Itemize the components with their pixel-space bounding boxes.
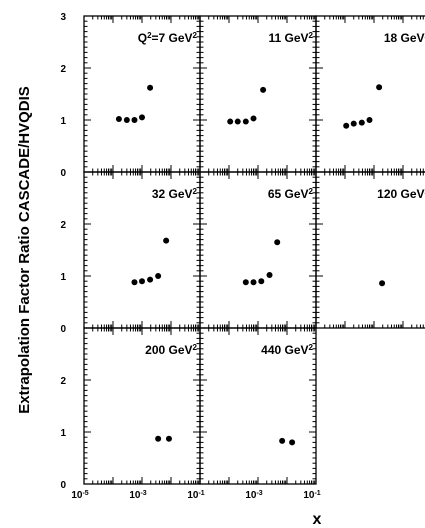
x-tick-label: 10-1 bbox=[187, 490, 204, 502]
x-tick-label: 10-3 bbox=[245, 490, 262, 502]
data-point bbox=[289, 439, 296, 446]
y-tick-label: 0 bbox=[60, 168, 66, 179]
data-point bbox=[227, 118, 234, 125]
data-point bbox=[242, 279, 249, 286]
data-point bbox=[123, 117, 130, 123]
data-point bbox=[147, 84, 154, 91]
y-tick-label: 0 bbox=[60, 324, 66, 335]
data-point bbox=[250, 115, 257, 122]
data-point bbox=[260, 86, 267, 93]
data-point bbox=[131, 279, 138, 286]
x-axis-label: x bbox=[313, 511, 322, 528]
data-point bbox=[147, 276, 154, 283]
panel-label: 200 GeV2 bbox=[145, 343, 197, 358]
data-point bbox=[155, 273, 162, 279]
y-tick-label: 2 bbox=[60, 220, 66, 231]
panel-label: 120 GeV2 bbox=[377, 187, 425, 202]
data-point bbox=[379, 280, 386, 287]
y-tick-label: 3 bbox=[60, 12, 66, 23]
data-point bbox=[376, 84, 383, 91]
x-tick-label: 10-1 bbox=[303, 490, 320, 502]
data-point bbox=[279, 437, 286, 444]
panel-frames bbox=[83, 15, 425, 485]
axis-ticks bbox=[83, 15, 424, 485]
data-point bbox=[155, 435, 162, 442]
y-tick-label: 2 bbox=[60, 64, 66, 75]
data-point bbox=[139, 278, 145, 285]
panel-label: 18 GeV2 bbox=[384, 31, 425, 46]
panel-label: Q2=7 GeV2 bbox=[138, 31, 198, 46]
y-tick-label: 1 bbox=[60, 428, 66, 439]
data-point bbox=[242, 118, 249, 125]
data-point bbox=[343, 122, 350, 129]
panel-label: 11 GeV2 bbox=[269, 31, 314, 46]
data-point bbox=[358, 119, 365, 126]
data-point bbox=[250, 279, 257, 286]
panel-label: 32 GeV2 bbox=[152, 187, 198, 202]
panel-label: 65 GeV2 bbox=[268, 187, 314, 202]
data-point bbox=[115, 115, 122, 122]
data-point bbox=[266, 271, 273, 278]
panel-labels: Q2=7 GeV2 11 GeV2 18 GeV2 32 GeV2 65 GeV2 120… bbox=[138, 31, 425, 358]
y-axis-label: Extrapolation Factor Ratio CASCADE/HVQDI… bbox=[16, 86, 33, 414]
tick-labels: 0 1 2 3 0 1 2 0 1 2 10-5 10-3 10-1 10-3 10-1 bbox=[60, 12, 320, 501]
data-point bbox=[350, 120, 357, 127]
data-point bbox=[139, 114, 145, 121]
x-tick-label: 10-3 bbox=[129, 490, 146, 502]
panel-label: 440 GeV2 bbox=[261, 343, 313, 358]
y-tick-label: 2 bbox=[60, 376, 66, 387]
data-point bbox=[366, 117, 373, 123]
data-point bbox=[258, 278, 265, 285]
y-tick-label: 1 bbox=[60, 116, 66, 127]
data-point bbox=[234, 118, 241, 125]
x-tick-label: 10-5 bbox=[71, 490, 88, 502]
data-point bbox=[131, 117, 138, 123]
y-tick-label: 1 bbox=[60, 272, 66, 283]
data-point bbox=[165, 435, 172, 442]
data-point bbox=[274, 239, 281, 246]
y-tick-label: 0 bbox=[60, 480, 66, 491]
data-point bbox=[163, 237, 170, 244]
data-points bbox=[115, 84, 386, 446]
